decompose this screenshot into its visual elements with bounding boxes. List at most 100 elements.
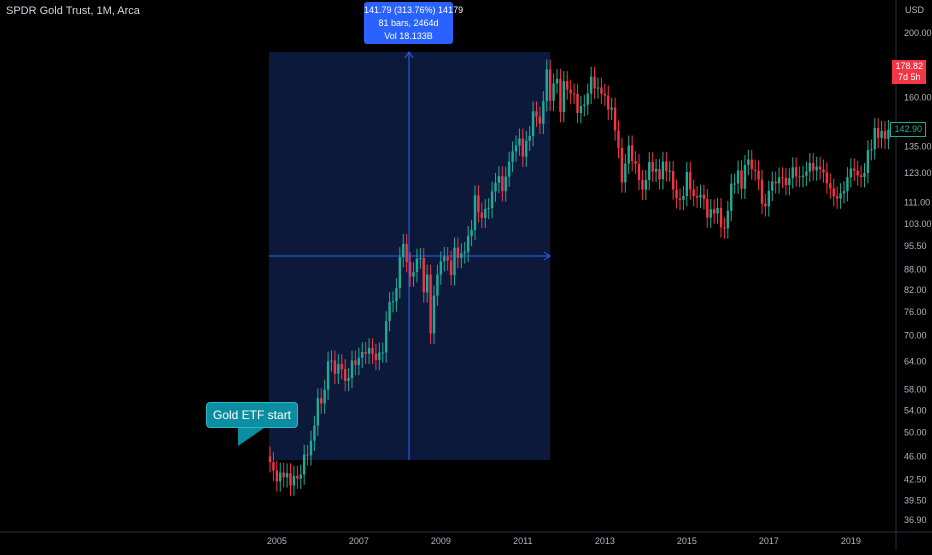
candle-body	[859, 175, 863, 178]
candle-body	[740, 170, 743, 189]
candle-body	[764, 203, 767, 207]
candle-body	[268, 456, 272, 463]
measure-arrow-right	[543, 251, 551, 261]
candle-body	[384, 321, 388, 353]
candle-body	[494, 182, 497, 192]
candle-body	[511, 151, 514, 162]
candle-body	[736, 170, 740, 184]
candle-body	[658, 168, 661, 180]
candle-body	[750, 159, 753, 170]
time-axis[interactable]: 2005 2007 2009 2011 2013 2015 2017 2019	[267, 536, 861, 546]
price-axis[interactable]: 200.00 160.00 135.00 123.00 111.00 103.00 95.5…	[904, 28, 932, 525]
price-tick-label: 39.50	[904, 495, 927, 505]
candle-body	[456, 247, 460, 259]
candle-body	[501, 176, 504, 192]
candle-body	[306, 454, 309, 456]
price-tick-label: 103.00	[904, 219, 932, 229]
candle-body	[333, 360, 337, 374]
candle-body	[637, 163, 641, 180]
candle-body	[719, 207, 723, 228]
candle-body	[695, 195, 699, 198]
price-tick-label: 160.00	[904, 92, 932, 102]
candle-body	[603, 93, 607, 96]
candle-body	[562, 81, 566, 113]
price-tick-label: 54.00	[904, 405, 927, 415]
candle-body	[620, 147, 624, 183]
candle-body	[791, 167, 794, 179]
candle-body	[460, 253, 463, 259]
candle-body	[528, 135, 531, 141]
price-tick-label: 64.00	[904, 356, 927, 366]
candle-body	[654, 168, 658, 172]
candle-body	[388, 302, 391, 322]
candle-body	[487, 207, 490, 209]
price-tick-label: 36.90	[904, 515, 927, 525]
candle-body	[402, 243, 405, 258]
candle-body	[326, 361, 330, 390]
candle-body	[846, 177, 849, 192]
candle-body	[668, 170, 671, 172]
candle-body	[432, 295, 436, 334]
candle-body	[490, 191, 494, 208]
candle-body	[842, 191, 846, 194]
candle-body	[692, 189, 695, 196]
candle-body	[371, 348, 374, 354]
candle-body	[644, 179, 648, 190]
measure-volume: Vol 18.133B	[384, 31, 433, 41]
candle-body	[801, 175, 805, 178]
candle-body	[777, 177, 781, 184]
candle-body	[480, 212, 484, 218]
candle-body	[870, 149, 873, 151]
candle-body	[477, 195, 480, 213]
current-price-badge: 142.90	[890, 122, 926, 137]
time-tick-label: 2009	[431, 536, 451, 546]
candle-body	[463, 251, 466, 254]
candle-body	[716, 207, 719, 214]
candle-body	[712, 209, 716, 214]
candle-body	[504, 176, 507, 192]
candle-body	[583, 104, 586, 107]
candle-body	[525, 140, 528, 157]
price-tick-label: 50.00	[904, 427, 927, 437]
candle-body	[272, 462, 275, 471]
candle-body	[412, 272, 415, 277]
candle-body	[832, 188, 835, 197]
candle-body	[788, 178, 791, 186]
candle-body	[593, 76, 596, 89]
candle-body	[552, 83, 555, 101]
candle-body	[364, 352, 367, 354]
candle-body	[685, 171, 689, 196]
candle-body	[514, 145, 518, 152]
candle-body	[446, 256, 449, 261]
candle-body	[723, 227, 726, 229]
candle-body	[398, 257, 402, 289]
candle-body	[706, 199, 709, 218]
candle-body	[429, 274, 432, 334]
candle-body	[600, 87, 603, 94]
candle-body	[630, 145, 634, 162]
candle-body	[665, 161, 668, 172]
candle-body	[292, 475, 296, 486]
candle-body	[699, 194, 702, 198]
candle-body	[835, 196, 839, 199]
candle-body	[330, 360, 333, 362]
candle-body	[610, 107, 613, 110]
bar-countdown: 7d 5h	[897, 72, 921, 82]
candle-body	[709, 209, 712, 218]
candle-body	[572, 93, 576, 95]
candle-body	[627, 145, 630, 164]
candle-body	[818, 166, 822, 170]
candle-body	[313, 425, 316, 441]
candle-body	[507, 161, 511, 177]
candle-body	[279, 472, 282, 482]
candle-body	[569, 89, 572, 94]
gold-etf-callout[interactable]: Gold ETF start	[206, 402, 299, 428]
candle-body	[853, 168, 856, 171]
candle-body	[743, 164, 747, 189]
candle-body	[771, 181, 774, 191]
candle-body	[361, 352, 364, 358]
candle-body	[876, 128, 880, 139]
current-price-value: 142.90	[894, 124, 922, 134]
